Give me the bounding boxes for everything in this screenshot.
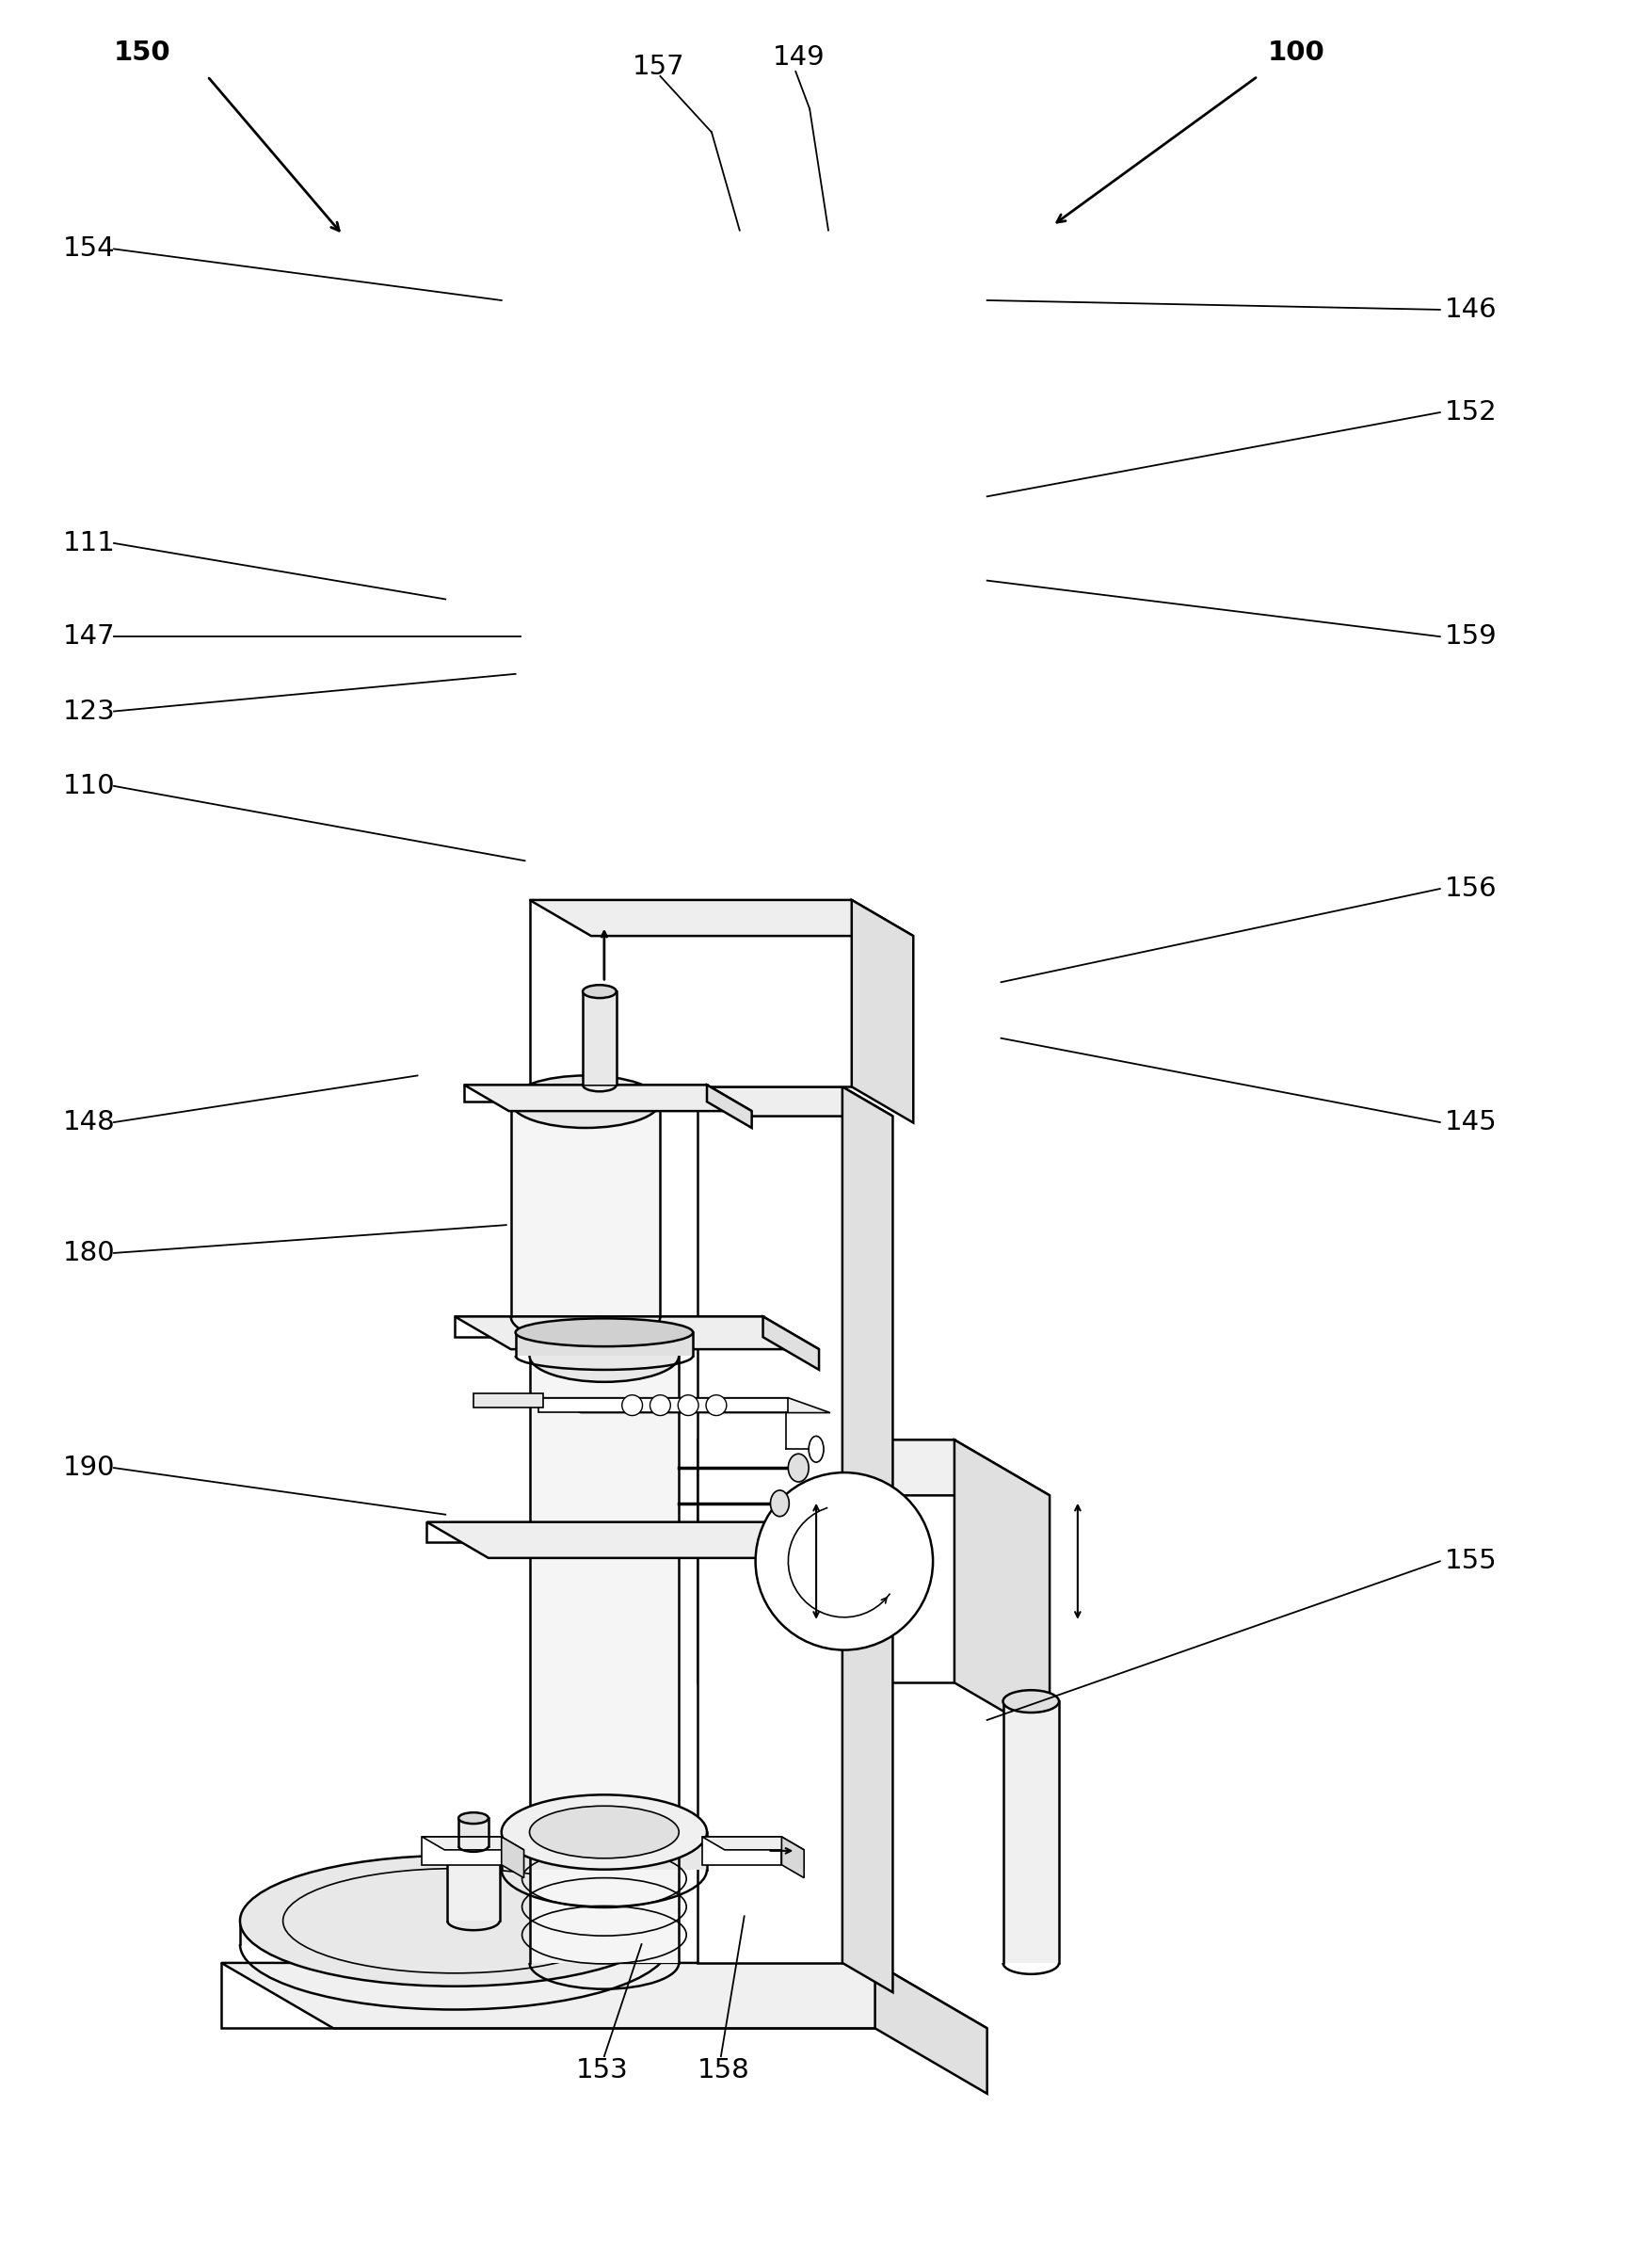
- Polygon shape: [510, 1101, 661, 1317]
- Polygon shape: [530, 901, 914, 937]
- Text: 147: 147: [63, 624, 116, 651]
- Text: 190: 190: [63, 1455, 114, 1482]
- Polygon shape: [515, 1333, 692, 1356]
- Polygon shape: [707, 1085, 752, 1128]
- Polygon shape: [763, 1317, 819, 1369]
- Text: 110: 110: [63, 772, 116, 799]
- Text: 153: 153: [577, 2056, 629, 2083]
- Ellipse shape: [502, 1795, 707, 1869]
- Polygon shape: [426, 1522, 843, 1558]
- Polygon shape: [240, 1921, 669, 1943]
- Ellipse shape: [677, 1394, 699, 1417]
- Polygon shape: [702, 1838, 805, 1849]
- Polygon shape: [697, 1088, 892, 1117]
- Text: 154: 154: [63, 236, 116, 261]
- Text: 155: 155: [1446, 1547, 1497, 1574]
- Polygon shape: [474, 1394, 544, 1408]
- Ellipse shape: [515, 1317, 692, 1347]
- Polygon shape: [502, 1833, 707, 1869]
- Ellipse shape: [705, 1394, 727, 1417]
- Text: 152: 152: [1446, 399, 1497, 426]
- Polygon shape: [530, 1356, 679, 1964]
- Ellipse shape: [1003, 1691, 1059, 1712]
- Polygon shape: [876, 1964, 988, 2094]
- Polygon shape: [221, 1964, 876, 2029]
- Ellipse shape: [755, 1473, 933, 1651]
- Ellipse shape: [809, 1437, 824, 1462]
- Polygon shape: [583, 991, 616, 1085]
- Text: 159: 159: [1446, 624, 1497, 651]
- Ellipse shape: [240, 1856, 669, 1986]
- Polygon shape: [221, 1964, 988, 2029]
- Polygon shape: [781, 1522, 843, 1579]
- Text: 150: 150: [114, 41, 172, 65]
- Polygon shape: [454, 1317, 819, 1349]
- Polygon shape: [697, 1439, 955, 1682]
- Text: 123: 123: [63, 698, 116, 725]
- Polygon shape: [852, 901, 914, 1124]
- Polygon shape: [448, 1847, 499, 1921]
- Polygon shape: [464, 1085, 707, 1101]
- Polygon shape: [697, 1439, 1049, 1495]
- Ellipse shape: [530, 1329, 679, 1383]
- Polygon shape: [781, 1838, 805, 1878]
- Ellipse shape: [788, 1455, 809, 1482]
- Polygon shape: [539, 1398, 831, 1412]
- Text: 145: 145: [1446, 1108, 1497, 1135]
- Text: 180: 180: [63, 1241, 116, 1266]
- Polygon shape: [423, 1838, 502, 1865]
- Text: 146: 146: [1446, 297, 1497, 322]
- Ellipse shape: [770, 1491, 790, 1516]
- Text: 148: 148: [63, 1108, 116, 1135]
- Ellipse shape: [448, 1838, 499, 1856]
- Polygon shape: [702, 1838, 781, 1865]
- Ellipse shape: [583, 984, 616, 998]
- Ellipse shape: [510, 1076, 661, 1128]
- Text: 156: 156: [1446, 876, 1497, 903]
- Polygon shape: [502, 1838, 524, 1878]
- Polygon shape: [459, 1817, 489, 1847]
- Text: 157: 157: [633, 54, 684, 81]
- Polygon shape: [843, 1088, 892, 1993]
- Text: 158: 158: [697, 2056, 750, 2083]
- Polygon shape: [1003, 1700, 1059, 1964]
- Polygon shape: [454, 1317, 763, 1338]
- Polygon shape: [697, 1088, 843, 1964]
- Polygon shape: [955, 1439, 1049, 1739]
- Polygon shape: [423, 1838, 524, 1849]
- Polygon shape: [539, 1398, 788, 1412]
- Ellipse shape: [649, 1394, 671, 1417]
- Text: 100: 100: [1267, 41, 1325, 65]
- Ellipse shape: [459, 1813, 489, 1824]
- Text: 149: 149: [771, 45, 824, 70]
- Text: 111: 111: [63, 529, 116, 556]
- Polygon shape: [426, 1522, 781, 1543]
- Ellipse shape: [621, 1394, 643, 1417]
- Polygon shape: [530, 901, 852, 1088]
- Polygon shape: [464, 1085, 752, 1110]
- Ellipse shape: [530, 1806, 679, 1858]
